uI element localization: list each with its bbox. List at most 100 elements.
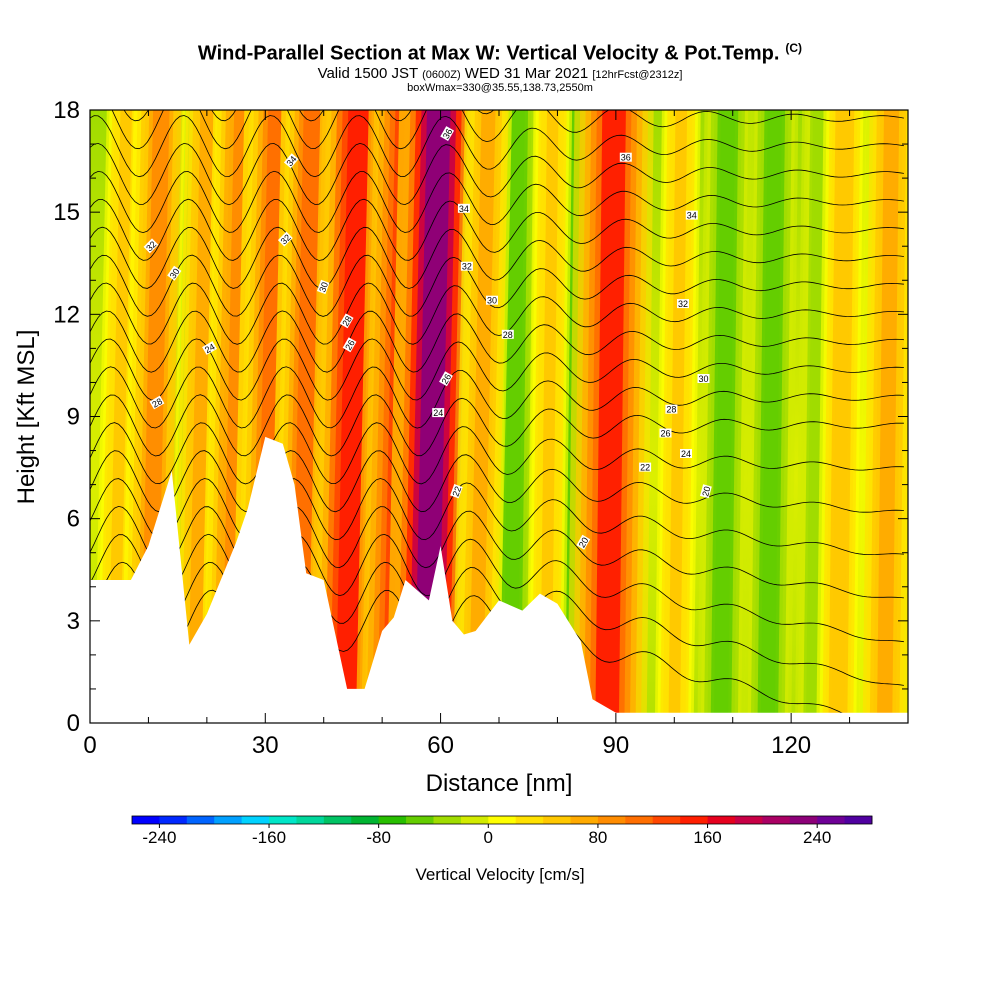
colorbar-swatch	[351, 816, 380, 824]
contour-label-bg	[432, 408, 445, 418]
isentrope-25	[90, 450, 904, 513]
updraft-band	[877, 110, 900, 723]
isentrope-32	[90, 254, 904, 317]
contour-label: 24	[432, 408, 445, 418]
colorbar-swatch	[844, 816, 873, 824]
isentrope-22	[90, 533, 904, 643]
contour-label-bg	[659, 428, 672, 438]
contour-label-text: 30	[317, 281, 330, 294]
contour-label-text: 34	[285, 154, 299, 168]
contour-label: 30	[486, 295, 498, 306]
contour-label: 26	[342, 337, 357, 353]
x-axis-title: Distance [nm]	[426, 770, 573, 797]
colorbar-tick-label: -160	[252, 828, 286, 847]
colorbar-title: Vertical Velocity [cm/s]	[415, 865, 584, 884]
contour-label: 28	[339, 313, 354, 329]
colorbar-swatch	[789, 816, 818, 824]
colorbar-swatch	[406, 816, 434, 824]
contour-label-bg	[440, 126, 455, 141]
colorbar-swatch	[214, 816, 243, 824]
colorbar-tick-label: 80	[588, 828, 607, 847]
contour-label-text: 24	[203, 342, 217, 356]
updraft-band	[831, 110, 852, 723]
contour-label-text: 36	[621, 153, 631, 163]
isentrope-33	[90, 226, 904, 289]
x-tick-label: 0	[83, 732, 96, 759]
contour-label-text: 20	[577, 536, 591, 550]
y-axis-title: Height [Kft MSL]	[13, 330, 40, 505]
isentrope-24	[90, 478, 904, 555]
contour-label-bg	[680, 449, 692, 458]
isentrope-29	[90, 338, 904, 401]
colorbar-swatch	[159, 816, 188, 824]
contour-label: 26	[659, 428, 672, 439]
x-tick-label: 60	[427, 732, 454, 759]
colorbar-swatch	[543, 816, 571, 824]
colorbar-swatch	[680, 816, 708, 824]
updraft-plume	[526, 110, 573, 723]
contour-label: 28	[501, 329, 514, 340]
contour-label-bg	[486, 295, 498, 305]
contour-label: 24	[680, 449, 692, 459]
contour-label: 36	[440, 126, 455, 141]
isentrope-36	[90, 142, 904, 206]
downdraft-plume	[744, 110, 799, 723]
contour-label-text: 36	[441, 127, 455, 141]
contour-label-bg	[460, 261, 473, 271]
contour-label: 24	[202, 341, 217, 356]
y-tick-label: 0	[67, 710, 80, 737]
title-block: Wind-Parallel Section at Max W: Vertical…	[0, 36, 1000, 94]
contour-label: 26	[439, 371, 454, 387]
isentrope-31	[90, 282, 904, 345]
y-tick-label: 18	[53, 97, 80, 124]
contour-label: 30	[316, 279, 330, 295]
isentrope-27	[90, 394, 904, 457]
contour-label-text: 28	[340, 314, 354, 328]
contour-label-bg	[700, 484, 712, 499]
contour-label-text: 28	[666, 405, 676, 415]
contour-label-text: 28	[150, 396, 164, 410]
contour-label-text: 22	[450, 485, 463, 498]
y-tick-label: 15	[53, 199, 80, 226]
colorbar-swatch	[488, 816, 517, 824]
y-tick-label: 9	[67, 404, 80, 431]
updraft-band	[335, 110, 372, 723]
updraft-band	[595, 110, 626, 723]
valid-time: Valid 1500 JST (0600Z) WED 31 Mar 2021 […	[0, 66, 1000, 83]
contour-label-bg	[677, 299, 689, 309]
contour-label: 32	[460, 261, 473, 272]
contour-label-bg	[316, 279, 330, 295]
contour-label-bg	[457, 203, 470, 213]
updraft-band	[540, 110, 559, 723]
contour-label-bg	[685, 210, 698, 220]
x-axis: 0 30 60 90 120	[83, 110, 909, 759]
contour-label-bg	[342, 337, 357, 353]
colorbar-swatch	[762, 816, 791, 824]
contour-label: 20	[576, 534, 591, 550]
colorbar-swatch	[296, 816, 325, 824]
contour-label-bg	[501, 329, 514, 339]
updraft-plume	[859, 110, 908, 723]
contour-label: 32	[677, 299, 689, 309]
updraft-plume	[654, 110, 701, 723]
colorbar-swatch	[707, 816, 736, 824]
contour-label: 30	[697, 374, 710, 384]
box-info: boxWmax=330@35.55,138.73,2550m	[407, 81, 593, 94]
isentrope-23	[90, 505, 904, 599]
contour-label-bg	[149, 395, 165, 410]
contour-label-bg	[167, 265, 182, 281]
forecast-tag: [12hrFcst@2312z]	[592, 68, 683, 81]
contour-label: 34	[457, 203, 470, 214]
contour-label-text: 34	[459, 204, 469, 214]
contour-label-text: 30	[168, 267, 182, 281]
terrain-mask	[90, 436, 908, 723]
contour-label-text: 26	[440, 372, 454, 386]
colorbar-tick-label: 0	[484, 828, 493, 847]
colorbar-tick-label: -80	[366, 828, 391, 847]
contour-label-bg	[576, 534, 591, 550]
x-tick-label: 30	[252, 732, 279, 759]
contour-label-text: 34	[687, 211, 697, 221]
